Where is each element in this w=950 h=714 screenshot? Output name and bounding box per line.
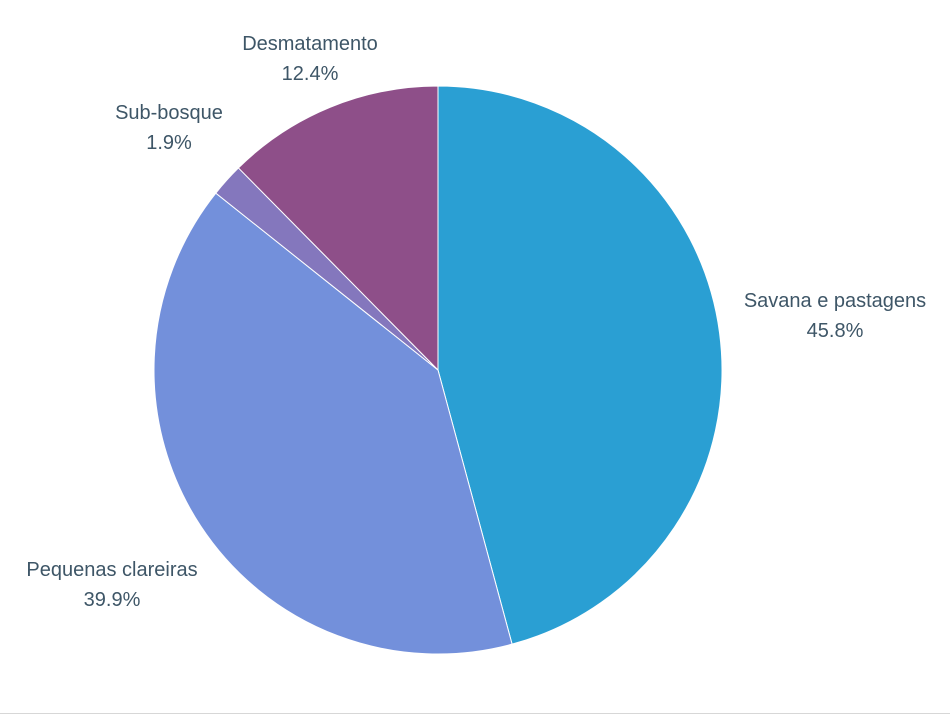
pie-slice-desmatamento[interactable] <box>237 85 439 372</box>
slice-value-pequenas-clareiras: 39.9% <box>84 589 141 611</box>
slice-label-savana-e-pastagens: Savana e pastagens <box>744 290 926 312</box>
pie-slice-savana-e-pastagens[interactable] <box>437 85 723 645</box>
slice-value-desmatamento: 12.4% <box>282 63 339 85</box>
slice-label-pequenas-clareiras: Pequenas clareiras <box>26 559 197 581</box>
pie-slices <box>153 85 723 655</box>
slice-value-savana-e-pastagens: 45.8% <box>807 320 864 342</box>
slice-value-sub-bosque: 1.9% <box>146 132 192 154</box>
slice-label-desmatamento: Desmatamento <box>242 33 378 55</box>
pie-labels: Savana e pastagens 45.8% Pequenas clareira… <box>26 33 926 611</box>
slice-label-sub-bosque: Sub-bosque <box>115 102 223 124</box>
pie-slice-pequenas-clareiras[interactable] <box>153 192 513 655</box>
